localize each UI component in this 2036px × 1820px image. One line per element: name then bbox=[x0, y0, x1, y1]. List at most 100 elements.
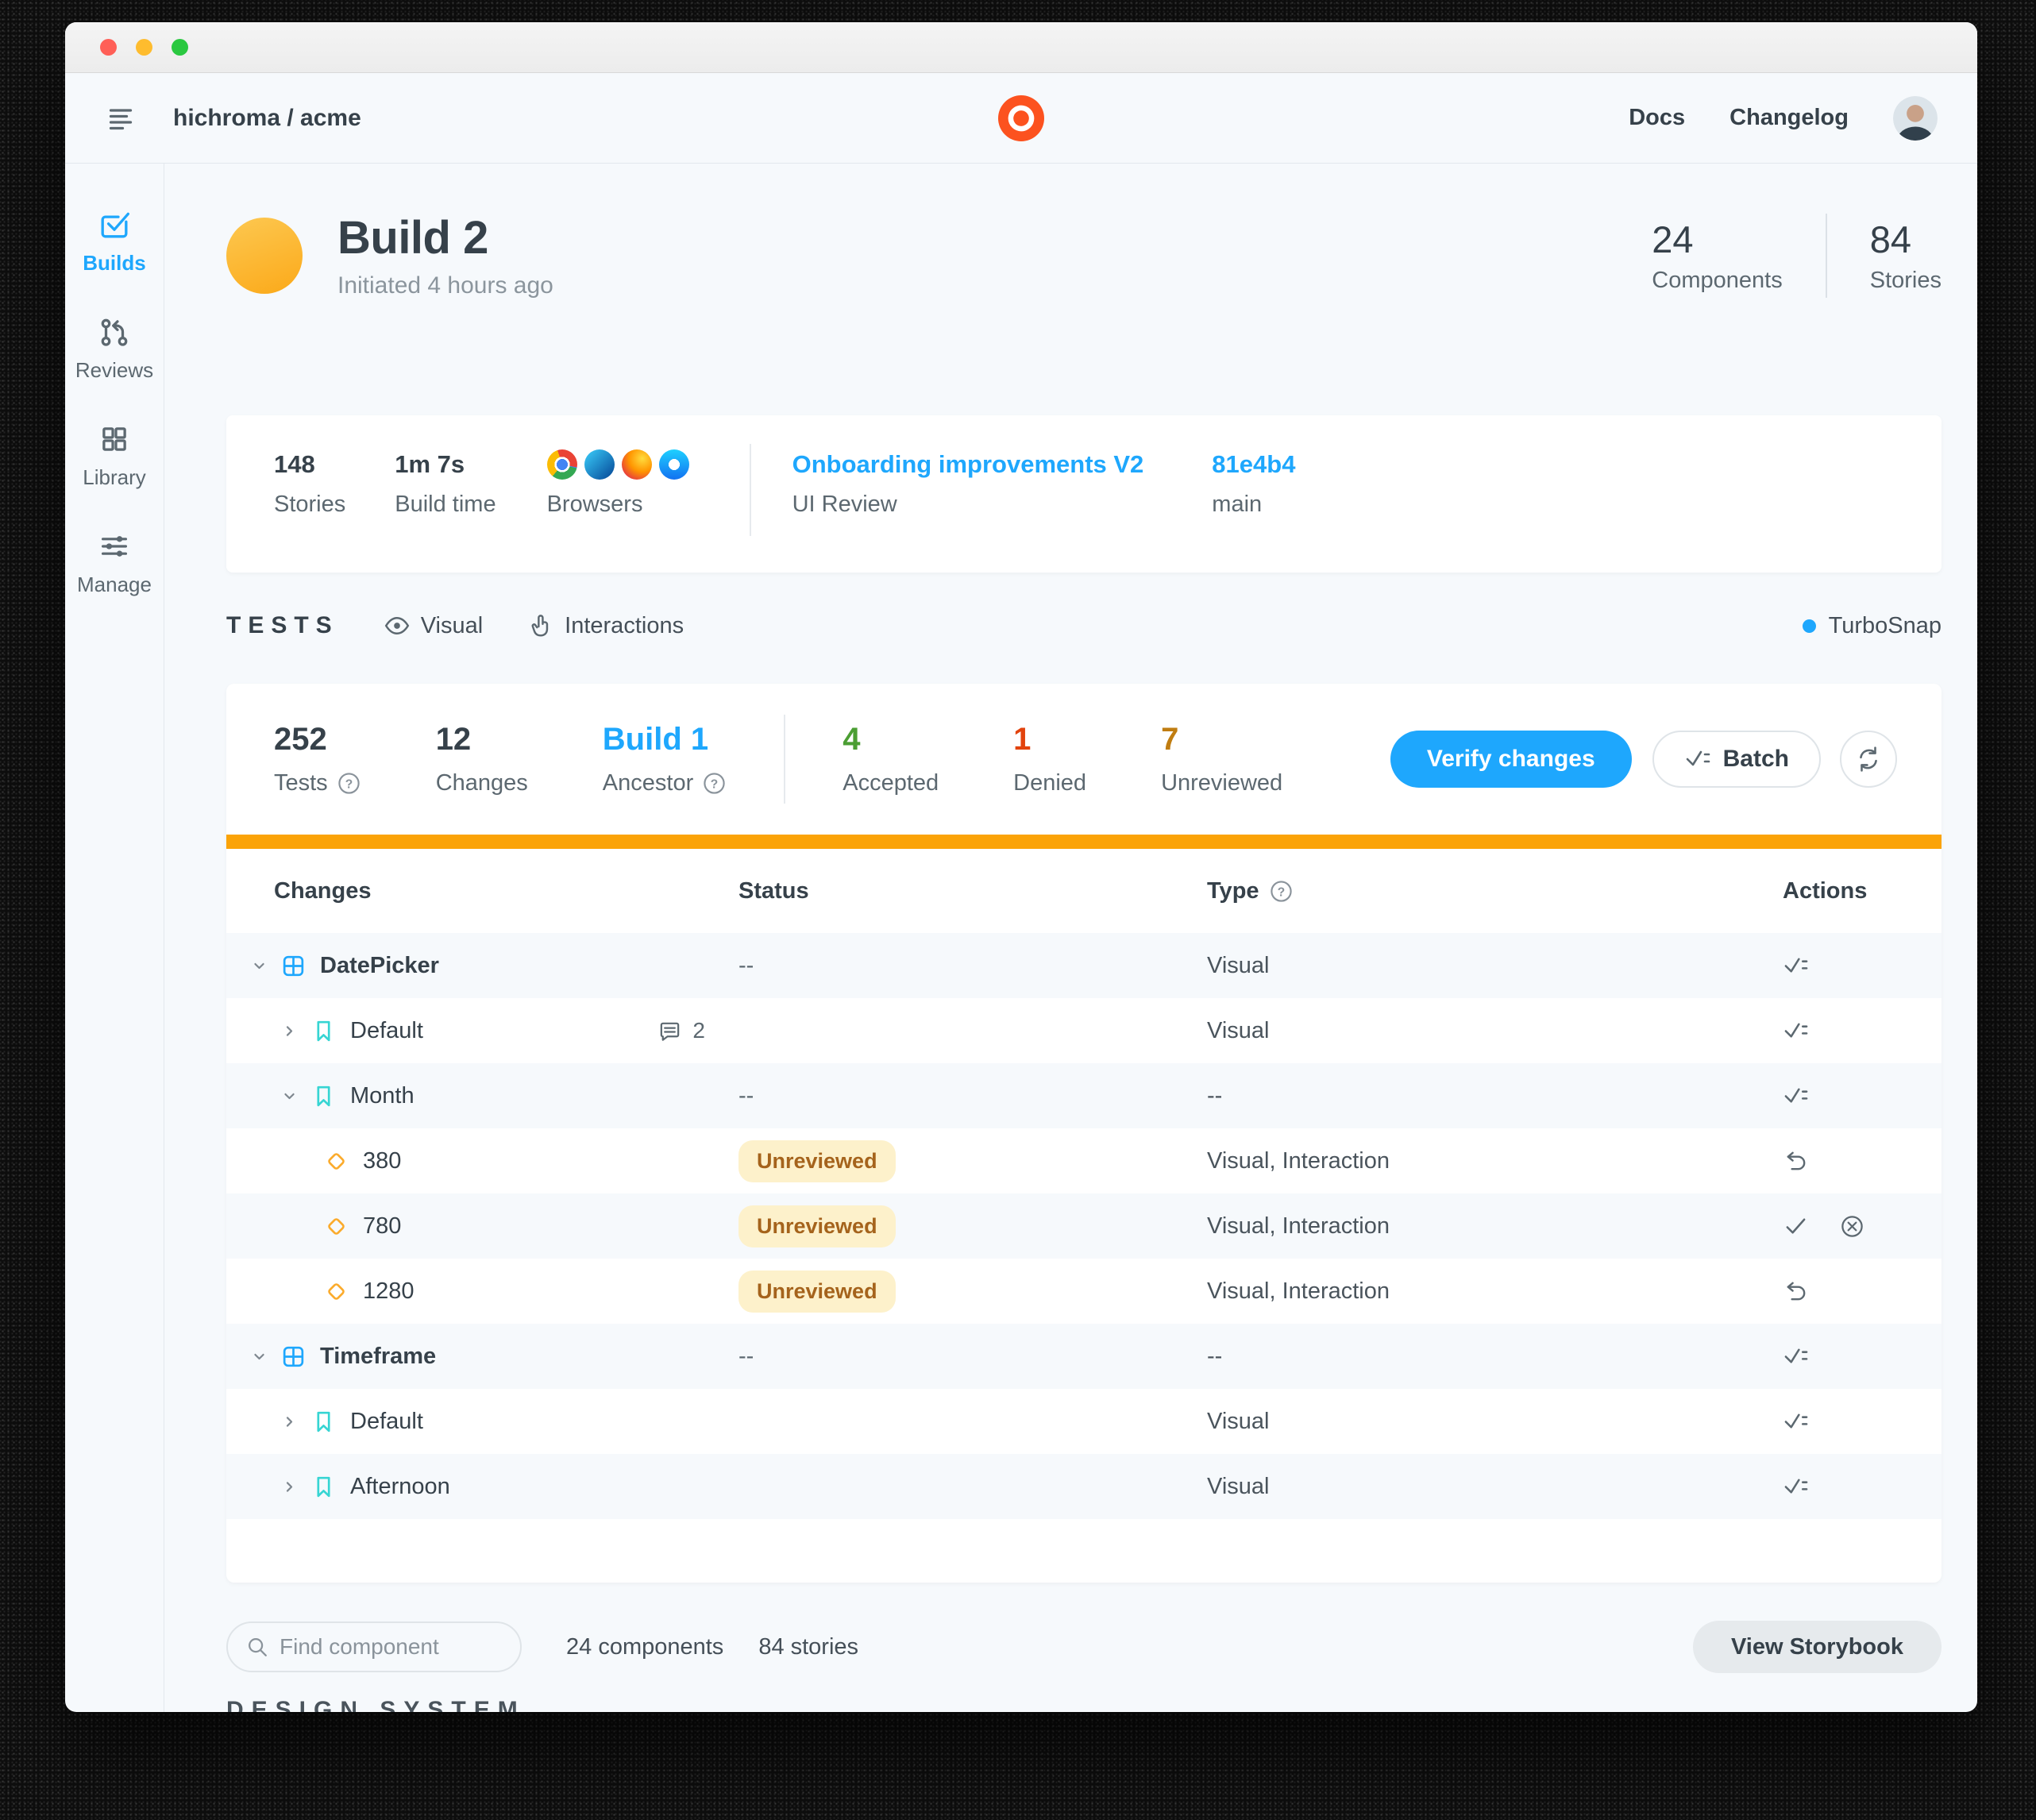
storybook-footer: 24 components 84 stories View Storybook bbox=[226, 1621, 1942, 1673]
table-row-story[interactable]: Default 2 Visual bbox=[226, 998, 1942, 1063]
components-count-text: 24 components bbox=[566, 1633, 724, 1660]
comment-count[interactable]: 2 bbox=[657, 1018, 705, 1043]
comment-icon bbox=[657, 1019, 682, 1043]
summary-stories-value: 148 bbox=[274, 450, 315, 478]
table-row-component[interactable]: DatePicker -- Visual bbox=[226, 933, 1942, 998]
header-nav: Docs Changelog bbox=[1629, 95, 1938, 141]
table-row-story[interactable]: Afternoon Visual bbox=[226, 1454, 1942, 1519]
tests-section-header: TESTS Visual Interactions TurboSnap bbox=[226, 612, 1942, 639]
component-name: DatePicker bbox=[320, 952, 439, 978]
summary-review-label: UI Review bbox=[792, 492, 897, 517]
changes-table-header: Changes Status Type Actions bbox=[226, 849, 1942, 933]
edge-icon bbox=[584, 449, 615, 480]
divider bbox=[1825, 213, 1827, 298]
window-titlebar bbox=[65, 22, 1977, 73]
undo-icon[interactable] bbox=[1783, 1278, 1809, 1305]
stat-tests: 252 Tests bbox=[274, 722, 361, 796]
stat-changes-value: 12 bbox=[435, 722, 472, 757]
review-link[interactable]: Onboarding improvements V2 bbox=[792, 450, 1144, 478]
zoom-window-button[interactable] bbox=[172, 39, 188, 56]
accept-check-icon[interactable] bbox=[1783, 1213, 1809, 1240]
view-storybook-button[interactable]: View Storybook bbox=[1692, 1621, 1942, 1673]
stat-ancestor-label: Ancestor bbox=[602, 770, 694, 796]
table-row-viewport[interactable]: 380 Unreviewed Visual, Interaction bbox=[226, 1128, 1942, 1193]
chevron-right-icon[interactable] bbox=[279, 1476, 300, 1498]
undo-icon[interactable] bbox=[1783, 1148, 1809, 1174]
table-row-story[interactable]: Default Visual bbox=[226, 1389, 1942, 1454]
deny-x-circle-icon[interactable] bbox=[1839, 1213, 1865, 1240]
refresh-button[interactable] bbox=[1840, 731, 1897, 788]
sidebar-item-label: Manage bbox=[77, 573, 152, 596]
traffic-lights bbox=[100, 39, 188, 56]
sidebar-item-manage[interactable]: Manage bbox=[77, 530, 152, 597]
commit-link[interactable]: 81e4b4 bbox=[1212, 450, 1296, 478]
bookmark-icon bbox=[310, 1018, 337, 1044]
pointer-hand-icon bbox=[527, 612, 554, 639]
batch-accept-icon[interactable] bbox=[1783, 1474, 1809, 1500]
viewport-name: 380 bbox=[363, 1147, 402, 1174]
components-count-label: Components bbox=[1652, 267, 1783, 293]
chevron-down-icon[interactable] bbox=[249, 1346, 270, 1367]
question-icon[interactable] bbox=[1269, 879, 1294, 904]
stat-denied-label: Denied bbox=[1013, 770, 1087, 796]
type-cell: Visual bbox=[1207, 1017, 1270, 1043]
table-row-viewport[interactable]: 1280 Unreviewed Visual, Interaction bbox=[226, 1259, 1942, 1324]
batch-button[interactable]: Batch bbox=[1652, 731, 1821, 788]
sidebar-item-library[interactable]: Library bbox=[83, 422, 146, 490]
stat-ancestor: Build 1 Ancestor bbox=[603, 722, 727, 796]
menu-icon[interactable] bbox=[105, 102, 137, 134]
batch-accept-icon[interactable] bbox=[1783, 1409, 1809, 1435]
story-name: Default bbox=[350, 1408, 423, 1434]
docs-link[interactable]: Docs bbox=[1629, 105, 1686, 130]
filter-visual[interactable]: Visual bbox=[384, 612, 483, 639]
turbosnap-indicator[interactable]: TurboSnap bbox=[1802, 613, 1942, 639]
build-counts: 24 Components 84 Stories bbox=[1652, 213, 1942, 298]
verify-changes-button[interactable]: Verify changes bbox=[1390, 731, 1632, 788]
chevron-right-icon[interactable] bbox=[279, 1020, 300, 1042]
stories-count-value: 84 bbox=[1869, 218, 1912, 260]
summary-browsers-label: Browsers bbox=[546, 492, 643, 517]
sidebar-item-builds[interactable]: Builds bbox=[83, 208, 146, 276]
build-progress-bar bbox=[226, 835, 1942, 849]
ancestor-build-link[interactable]: Build 1 bbox=[602, 722, 709, 757]
batch-accept-icon[interactable] bbox=[1783, 1018, 1809, 1044]
chevron-right-icon[interactable] bbox=[279, 1411, 300, 1432]
summary-review: Onboarding improvements V2 UI Review bbox=[792, 447, 1144, 518]
diamond-icon bbox=[323, 1213, 349, 1240]
summary-build-time: 1m 7s Build time bbox=[395, 447, 496, 518]
batch-accept-icon[interactable] bbox=[1783, 953, 1809, 979]
viewport-name: 780 bbox=[363, 1213, 402, 1239]
summary-commit: 81e4b4 main bbox=[1212, 447, 1295, 518]
close-window-button[interactable] bbox=[100, 39, 117, 56]
chromatic-logo-icon[interactable] bbox=[998, 94, 1044, 141]
table-row-story[interactable]: Month -- -- bbox=[226, 1063, 1942, 1128]
filter-interactions[interactable]: Interactions bbox=[527, 612, 684, 639]
sidebar-item-reviews[interactable]: Reviews bbox=[75, 315, 153, 383]
chevron-down-icon[interactable] bbox=[279, 1085, 300, 1107]
find-component-search[interactable] bbox=[226, 1621, 522, 1672]
summary-browsers: Browsers bbox=[546, 447, 689, 518]
batch-accept-icon[interactable] bbox=[1783, 1344, 1809, 1370]
question-icon[interactable] bbox=[702, 771, 727, 796]
status-empty: -- bbox=[738, 1343, 754, 1369]
builds-icon bbox=[98, 208, 131, 241]
bookmark-icon bbox=[310, 1083, 337, 1109]
reviews-icon bbox=[98, 315, 131, 349]
table-row-component[interactable]: Timeframe -- -- bbox=[226, 1324, 1942, 1389]
search-input[interactable] bbox=[280, 1634, 503, 1660]
chevron-down-icon[interactable] bbox=[249, 955, 270, 977]
minimize-window-button[interactable] bbox=[136, 39, 152, 56]
batch-button-label: Batch bbox=[1722, 746, 1789, 772]
story-name: Month bbox=[350, 1082, 415, 1109]
turbosnap-dot-icon bbox=[1802, 619, 1816, 633]
status-badge: Unreviewed bbox=[738, 1270, 896, 1313]
changelog-link[interactable]: Changelog bbox=[1729, 105, 1849, 130]
type-cell: Visual, Interaction bbox=[1207, 1147, 1390, 1174]
table-row-viewport[interactable]: 780 Unreviewed Visual, Interaction bbox=[226, 1193, 1942, 1259]
user-avatar[interactable] bbox=[1893, 95, 1938, 141]
batch-accept-icon[interactable] bbox=[1783, 1083, 1809, 1109]
build-status-dot bbox=[226, 217, 303, 294]
stories-count-stat: 84 Stories bbox=[1870, 218, 1942, 294]
question-icon[interactable] bbox=[337, 771, 361, 796]
breadcrumb[interactable]: hichroma / acme bbox=[173, 104, 361, 131]
